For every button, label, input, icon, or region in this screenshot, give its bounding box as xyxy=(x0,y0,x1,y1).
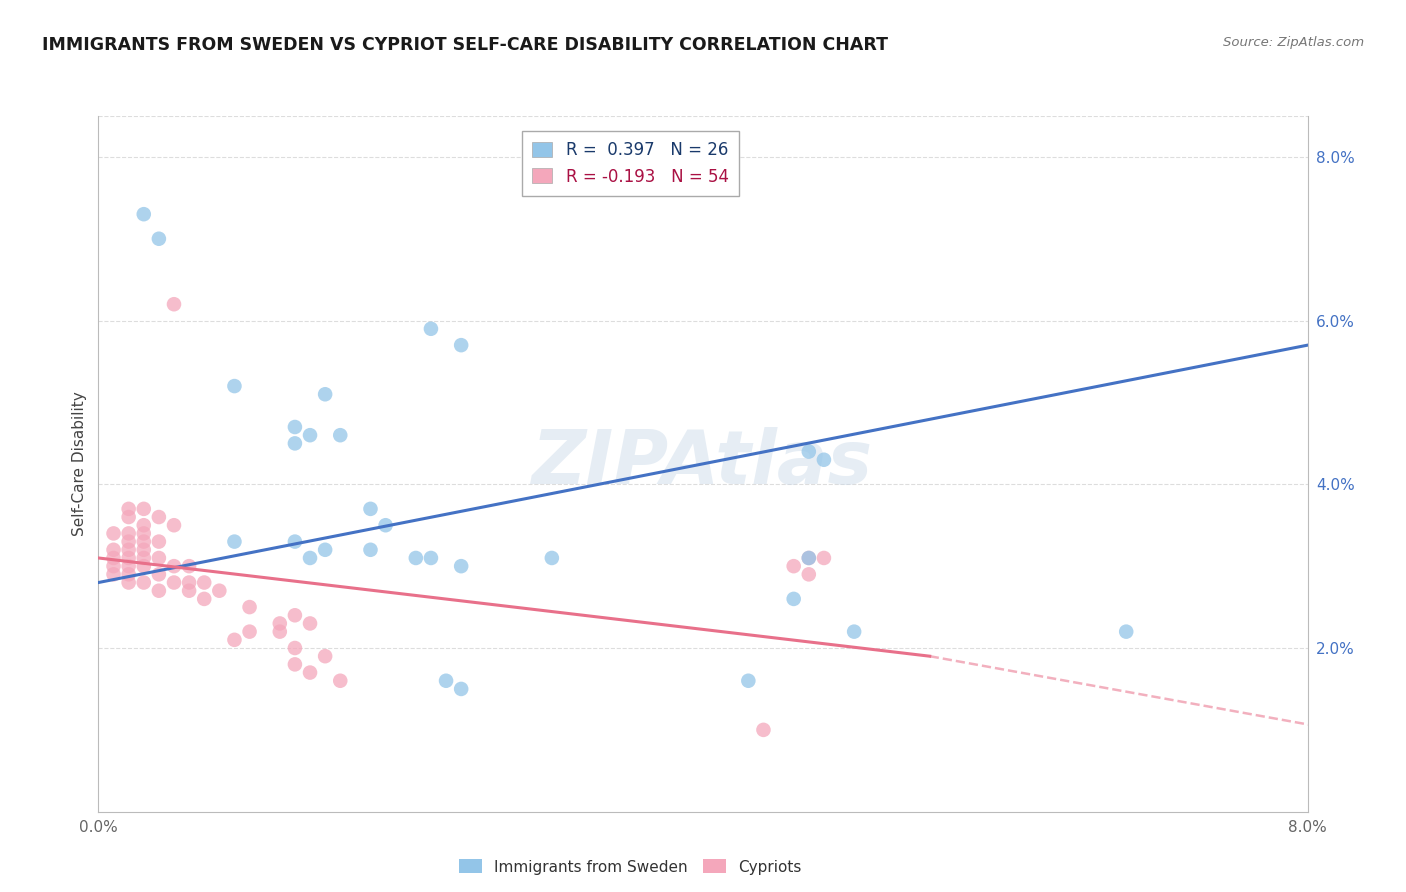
Point xyxy=(148,510,170,524)
Point xyxy=(299,616,322,631)
Point xyxy=(797,444,820,458)
Point xyxy=(420,322,443,336)
Point xyxy=(284,640,307,655)
Point xyxy=(450,559,472,574)
Point xyxy=(132,575,155,590)
Point xyxy=(844,624,866,639)
Point xyxy=(329,673,352,688)
Point xyxy=(314,387,336,401)
Point xyxy=(284,436,307,450)
Point xyxy=(132,526,155,541)
Point xyxy=(269,624,291,639)
Point xyxy=(299,665,322,680)
Point xyxy=(148,551,170,566)
Point xyxy=(420,551,443,566)
Point xyxy=(541,551,564,566)
Point xyxy=(132,207,155,221)
Point xyxy=(103,551,125,566)
Text: Source: ZipAtlas.com: Source: ZipAtlas.com xyxy=(1223,36,1364,49)
Point xyxy=(360,501,382,516)
Point xyxy=(118,526,141,541)
Point xyxy=(224,632,246,647)
Point xyxy=(797,567,820,582)
Point xyxy=(193,575,215,590)
Point xyxy=(284,534,307,549)
Point xyxy=(284,608,307,623)
Point xyxy=(797,551,820,566)
Point xyxy=(118,559,141,574)
Point xyxy=(103,526,125,541)
Point xyxy=(797,551,820,566)
Point xyxy=(148,232,170,246)
Point xyxy=(179,575,201,590)
Point xyxy=(314,542,336,557)
Point xyxy=(118,542,141,557)
Point xyxy=(132,542,155,557)
Point xyxy=(163,559,186,574)
Point xyxy=(148,583,170,598)
Point xyxy=(118,567,141,582)
Point xyxy=(299,428,322,442)
Point xyxy=(783,591,806,606)
Point xyxy=(163,297,186,311)
Point xyxy=(224,534,246,549)
Point xyxy=(118,551,141,566)
Point xyxy=(239,600,262,615)
Point xyxy=(179,559,201,574)
Point xyxy=(299,551,322,566)
Point xyxy=(132,559,155,574)
Point xyxy=(103,542,125,557)
Point xyxy=(813,551,835,566)
Point xyxy=(405,551,427,566)
Point xyxy=(752,723,775,737)
Point xyxy=(450,338,472,352)
Point xyxy=(813,452,835,467)
Point xyxy=(163,575,186,590)
Point xyxy=(374,518,396,533)
Point xyxy=(132,534,155,549)
Point xyxy=(208,583,231,598)
Point xyxy=(103,567,125,582)
Point xyxy=(132,501,155,516)
Text: IMMIGRANTS FROM SWEDEN VS CYPRIOT SELF-CARE DISABILITY CORRELATION CHART: IMMIGRANTS FROM SWEDEN VS CYPRIOT SELF-C… xyxy=(42,36,889,54)
Point xyxy=(148,534,170,549)
Point xyxy=(103,559,125,574)
Point xyxy=(329,428,352,442)
Legend: Immigrants from Sweden, Cypriots: Immigrants from Sweden, Cypriots xyxy=(453,854,808,880)
Point xyxy=(450,681,472,696)
Point xyxy=(193,591,215,606)
Point xyxy=(148,567,170,582)
Point xyxy=(179,583,201,598)
Point xyxy=(783,559,806,574)
Point xyxy=(434,673,457,688)
Point xyxy=(224,379,246,393)
Text: ZIPAtlas: ZIPAtlas xyxy=(533,427,873,500)
Point xyxy=(118,510,141,524)
Point xyxy=(132,518,155,533)
Point xyxy=(118,575,141,590)
Point xyxy=(314,649,336,664)
Point xyxy=(269,616,291,631)
Point xyxy=(284,657,307,672)
Point xyxy=(118,501,141,516)
Point xyxy=(118,534,141,549)
Point xyxy=(132,551,155,566)
Point xyxy=(163,518,186,533)
Point xyxy=(360,542,382,557)
Point xyxy=(737,673,759,688)
Point xyxy=(284,420,307,434)
Y-axis label: Self-Care Disability: Self-Care Disability xyxy=(72,392,87,536)
Point xyxy=(239,624,262,639)
Point xyxy=(1115,624,1137,639)
